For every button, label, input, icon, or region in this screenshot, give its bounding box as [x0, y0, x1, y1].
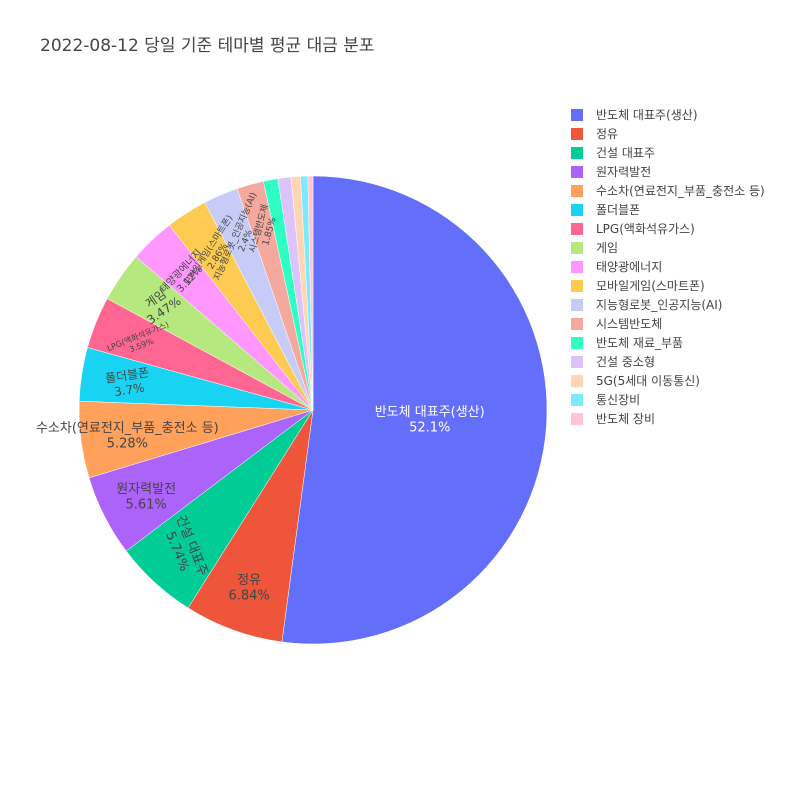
slice-percent-label: 3.7%	[113, 381, 145, 400]
pie-slice[interactable]	[281, 175, 548, 645]
legend-item[interactable]: 통신장비	[571, 393, 640, 407]
legend-item[interactable]: 게임	[571, 241, 618, 255]
legend-item[interactable]: 반도체 장비	[571, 412, 655, 426]
legend-item[interactable]: 반도체 재료_부품	[571, 336, 683, 350]
legend-item[interactable]: LPG(액화석유가스)	[571, 222, 695, 236]
legend-label: 시스템반도체	[596, 317, 662, 331]
legend-item[interactable]: 건설 대표주	[571, 146, 655, 160]
legend-swatch	[571, 318, 583, 330]
legend-swatch	[571, 204, 583, 216]
slice-label: 반도체 대표주(생산) 52.1%	[375, 405, 485, 436]
legend-item[interactable]: 원자력발전	[571, 165, 651, 179]
legend-label: 게임	[596, 241, 618, 255]
legend-swatch	[571, 394, 583, 406]
legend-label: 정유	[596, 127, 618, 141]
legend-label: 반도체 장비	[596, 412, 655, 426]
legend-swatch	[571, 356, 583, 368]
legend-label: 반도체 대표주(생산)	[596, 108, 698, 122]
legend-item[interactable]: 정유	[571, 127, 618, 141]
pie-slice[interactable]	[307, 175, 314, 411]
legend-label: 폴더블폰	[596, 203, 640, 217]
slice-label: 수소차(연료전지_부품_충전소 등) 5.28%	[36, 421, 219, 452]
legend-label: 지능형로봇_인공지능(AI)	[596, 298, 722, 312]
pie-slices	[78, 175, 548, 645]
legend-label: 반도체 재료_부품	[596, 336, 683, 350]
legend-label: 건설 중소형	[596, 355, 655, 369]
legend-swatch	[571, 242, 583, 254]
slice-percent-label: 5.28%	[107, 437, 148, 452]
slice-percent-label: 5.61%	[125, 498, 166, 513]
slice-name-label: 정유	[237, 573, 261, 588]
legend-item[interactable]: 태양광에너지	[571, 260, 662, 274]
legend-item[interactable]: 반도체 대표주(생산)	[571, 108, 698, 122]
legend-item[interactable]: 지능형로봇_인공지능(AI)	[571, 298, 722, 312]
slice-name-label: 폴더블폰	[104, 365, 150, 386]
legend-label: 통신장비	[596, 393, 640, 407]
legend-item[interactable]: 5G(5세대 이동통신)	[571, 374, 700, 388]
legend-swatch	[571, 261, 583, 273]
legend-label: 원자력발전	[596, 165, 651, 179]
slice-percent-label: 52.1%	[409, 420, 450, 435]
slice-label: 원자력발전 5.61%	[116, 482, 176, 513]
legend-swatch	[571, 147, 583, 159]
legend-swatch	[571, 280, 583, 292]
slice-label: 정유 6.84%	[228, 573, 269, 604]
legend-label: 모바일게임(스마트폰)	[596, 279, 705, 293]
legend-swatch	[571, 109, 583, 121]
legend-label: 수소차(연료전지_부품_충전소 등)	[596, 184, 765, 198]
slice-name-label: 반도체 대표주(생산)	[375, 405, 485, 420]
chart-title: 2022-08-12 당일 기준 테마별 평균 대금 분포	[40, 36, 375, 56]
legend-swatch	[571, 413, 583, 425]
legend-item[interactable]: 폴더블폰	[571, 203, 640, 217]
legend-label: LPG(액화석유가스)	[596, 222, 695, 236]
legend-item[interactable]: 모바일게임(스마트폰)	[571, 279, 705, 293]
slice-percent-label: 6.84%	[228, 589, 269, 604]
legend-item[interactable]: 시스템반도체	[571, 317, 662, 331]
legend-item[interactable]: 수소차(연료전지_부품_충전소 등)	[571, 184, 765, 198]
legend-swatch	[571, 375, 583, 387]
legend-label: 5G(5세대 이동통신)	[596, 374, 700, 388]
legend-swatch	[571, 337, 583, 349]
legend-swatch	[571, 223, 583, 235]
legend-swatch	[571, 299, 583, 311]
legend-item[interactable]: 건설 중소형	[571, 355, 655, 369]
legend-swatch	[571, 128, 583, 140]
slice-name-label: 원자력발전	[116, 482, 176, 497]
legend-swatch	[571, 185, 583, 197]
slice-name-label: 수소차(연료전지_부품_충전소 등)	[36, 421, 219, 436]
legend-label: 건설 대표주	[596, 146, 655, 160]
legend-label: 태양광에너지	[596, 260, 662, 274]
slice-label: 폴더블폰3.7%	[104, 365, 152, 400]
legend-swatch	[571, 166, 583, 178]
